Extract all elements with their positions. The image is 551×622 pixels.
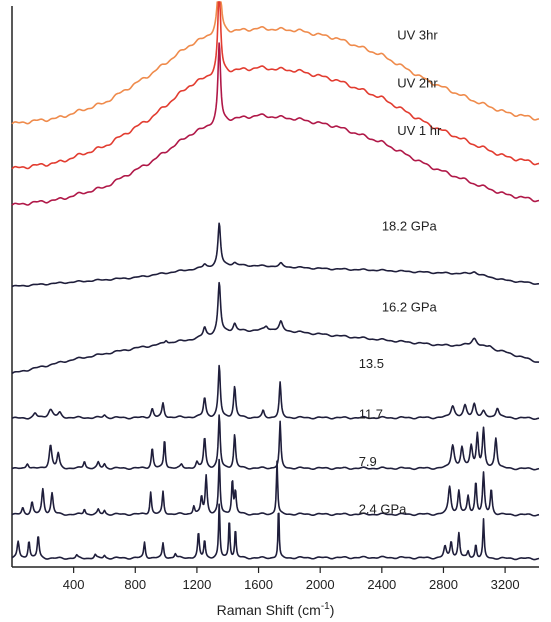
series-lines: [11, 1, 540, 561]
series-line-2-4-gpa: [11, 503, 540, 561]
x-tick-label: 400: [63, 577, 85, 592]
series-label-16-2-gpa: 16.2 GPa: [382, 300, 438, 315]
series-label-2-4-gpa: 2.4 GPa: [359, 502, 407, 517]
series-line-11-7: [11, 414, 540, 471]
x-tick-label: 1200: [182, 577, 211, 592]
x-tick-label: 1600: [244, 577, 273, 592]
x-tick-label: 2400: [367, 577, 396, 592]
series-line-18-2-gpa: [11, 222, 540, 288]
axes: [11, 6, 539, 568]
series-line-13-5: [11, 364, 540, 420]
series-line-uv-3hr: [11, 1, 540, 125]
x-tick-label: 800: [124, 577, 146, 592]
x-tick-label: 2000: [306, 577, 335, 592]
series-label-18-2-gpa: 18.2 GPa: [382, 218, 438, 233]
series-label-13-5: 13.5: [359, 356, 384, 371]
series-label-11-7: 11.7: [359, 406, 383, 421]
series-label-uv-3hr: UV 3hr: [397, 28, 438, 43]
series-line-16-2-gpa: [11, 281, 540, 375]
series-line-uv-1-hr: [11, 42, 540, 206]
series-label-uv-1-hr: UV 1 hr: [397, 123, 442, 138]
x-axis-ticks: 400 800 1200 1600 2000 2400 2800 3200: [63, 567, 520, 592]
x-axis-title: Raman Shift (cm-1): [217, 601, 335, 618]
series-line-uv-2hr: [11, 1, 540, 170]
series-label-7-9: 7.9: [359, 454, 377, 469]
x-tick-label: 3200: [491, 577, 520, 592]
series-label-uv-2hr: UV 2hr: [397, 75, 438, 90]
x-tick-label: 2800: [429, 577, 458, 592]
series-labels: UV 3hr UV 2hr UV 1 hr 18.2 GPa 16.2 GPa 13.5 1…: [359, 28, 442, 517]
series-line-7-9: [11, 458, 540, 517]
